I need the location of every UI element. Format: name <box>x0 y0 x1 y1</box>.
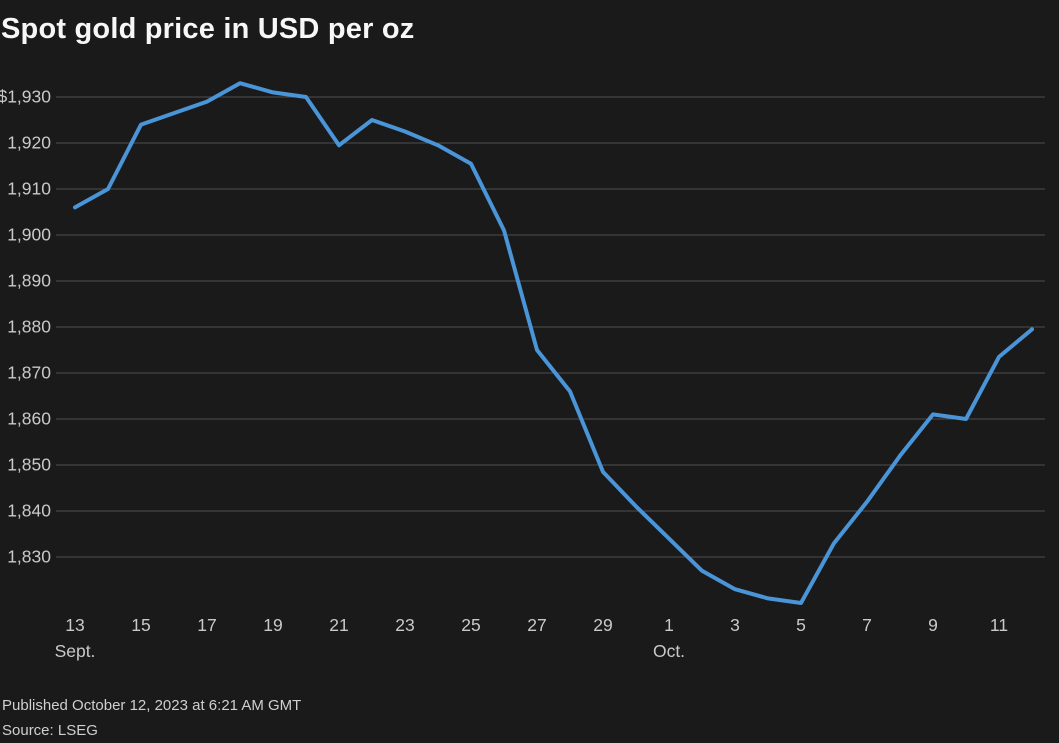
published-timestamp: Published October 12, 2023 at 6:21 AM GM… <box>2 697 302 714</box>
x-tick-label: 29 <box>593 615 612 635</box>
x-tick-label: 3 <box>730 615 740 635</box>
y-tick-label: 1,860 <box>7 409 51 429</box>
chart-title: Spot gold price in USD per oz <box>1 13 415 45</box>
x-tick-label: 17 <box>197 615 216 635</box>
x-month-label: Oct. <box>653 641 685 661</box>
y-tick-label: 1,900 <box>7 225 51 245</box>
y-tick-label: $1,930 <box>0 87 51 107</box>
x-tick-label: 5 <box>796 615 806 635</box>
y-tick-label: 1,850 <box>7 455 51 475</box>
y-tick-label: 1,910 <box>7 179 51 199</box>
x-tick-label: 11 <box>990 615 1008 635</box>
y-tick-label: 1,830 <box>7 547 51 567</box>
x-tick-label: 13 <box>65 615 84 635</box>
y-tick-label: 1,870 <box>7 363 51 383</box>
x-tick-label: 25 <box>461 615 480 635</box>
x-tick-label: 19 <box>263 615 282 635</box>
price-line <box>73 81 1034 605</box>
x-tick-label: 15 <box>131 615 150 635</box>
x-tick-label: 7 <box>862 615 872 635</box>
x-tick-label: 21 <box>329 615 348 635</box>
x-month-label: Sept. <box>55 641 96 661</box>
x-tick-label: 9 <box>928 615 938 635</box>
x-tick-label: 27 <box>527 615 546 635</box>
source-credit: Source: LSEG <box>2 722 98 739</box>
y-tick-label: 1,840 <box>7 501 51 521</box>
x-tick-label: 23 <box>395 615 414 635</box>
y-tick-label: 1,920 <box>7 133 51 153</box>
y-tick-label: 1,880 <box>7 317 51 337</box>
y-tick-label: 1,890 <box>7 271 51 291</box>
x-tick-label: 1 <box>664 615 674 635</box>
